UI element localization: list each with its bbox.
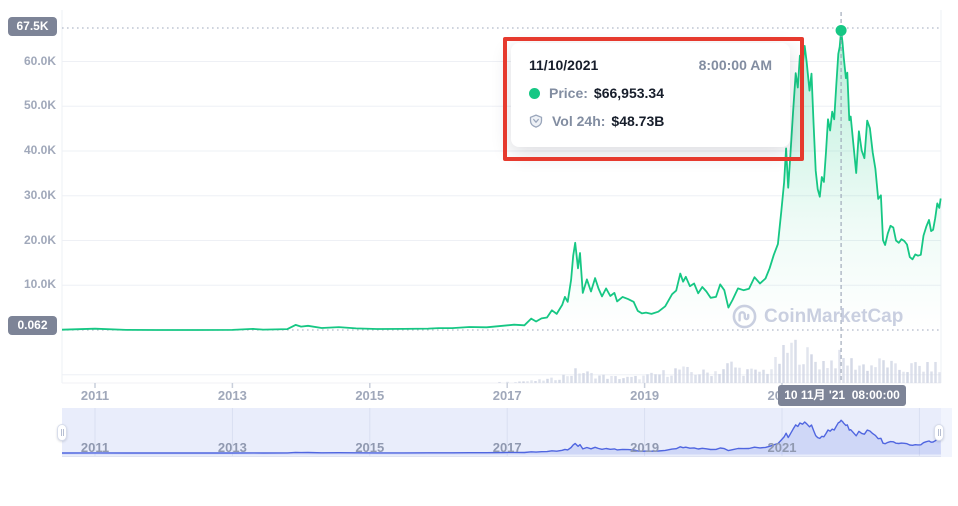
- crosshair-timestamp-badge: 10 11月 '21 08:00:00: [778, 385, 906, 406]
- navigator-tick-label: 2019: [630, 440, 660, 455]
- y-tick-label: 60.0K: [23, 53, 56, 68]
- tooltip-volume-label: Vol 24h:: [552, 113, 606, 129]
- tooltip-price-value: $66,953.34: [593, 85, 664, 101]
- y-tick-label: 10.0K: [23, 277, 56, 292]
- tooltip-price-row: Price: $66,953.34: [529, 85, 772, 101]
- tooltip-price-label: Price:: [549, 85, 588, 101]
- x-tick-label: 2015: [355, 388, 385, 403]
- navigator-tick-label: 2021: [767, 440, 797, 455]
- x-tick-label: 2019: [630, 388, 660, 403]
- navigator-tick-label: 2017: [492, 440, 522, 455]
- tooltip-volume-row: Vol 24h: $48.73B: [529, 113, 772, 129]
- x-tick-label: 2017: [492, 388, 522, 403]
- navigator-tick-label: 2011: [80, 440, 110, 455]
- tooltip-time: 8:00:00 AM: [698, 57, 772, 73]
- footer-bar: USD BTC Want more data? Check out our AP…: [0, 458, 958, 506]
- watermark-text: CoinMarketCap: [764, 305, 904, 327]
- price-series-dot-icon: [529, 87, 540, 99]
- navigator-tick-label: 2015: [355, 440, 385, 455]
- x-tick-label: 2013: [217, 388, 247, 403]
- y-axis-max-badge: 67.5K: [8, 17, 57, 36]
- coinmarketcap-logo-icon: [732, 304, 757, 329]
- navigator-tick-label: 2013: [217, 440, 247, 455]
- y-axis-min-badge: 0.062: [8, 316, 57, 335]
- volume-shield-icon: [529, 114, 543, 128]
- price-tooltip: 11/10/2021 8:00:00 AM Price: $66,953.34 …: [511, 43, 790, 147]
- x-tick-label: 2011: [80, 388, 110, 403]
- tooltip-volume-value: $48.73B: [611, 113, 665, 129]
- tooltip-date: 11/10/2021: [529, 57, 599, 73]
- y-tick-label: 30.0K: [23, 187, 56, 202]
- y-tick-label: 40.0K: [23, 143, 56, 158]
- navigator-right-handle[interactable]: [934, 424, 944, 441]
- y-tick-label: 20.0K: [23, 232, 56, 247]
- navigator-left-handle[interactable]: [57, 424, 67, 441]
- y-tick-label: 50.0K: [23, 98, 56, 113]
- coinmarketcap-watermark: CoinMarketCap: [731, 303, 903, 330]
